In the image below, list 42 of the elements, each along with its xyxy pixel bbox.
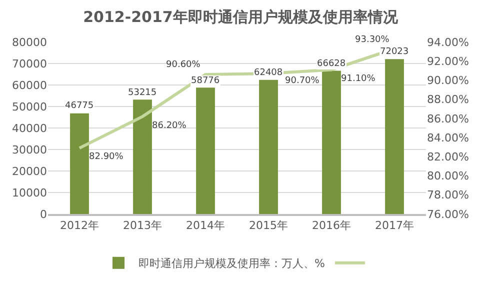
legend-label: 即时通信用户规模及使用率：万人、% xyxy=(138,257,325,270)
y-tick-label: 50000 xyxy=(12,100,47,114)
data-label: 46775 xyxy=(65,101,94,111)
y-tick-label: 10000 xyxy=(12,186,47,200)
y2-tick-label: 78.00% xyxy=(427,188,469,202)
y2-tick-label: 90.00% xyxy=(427,74,469,88)
bar xyxy=(133,100,152,214)
x-tick-label: 2016年 xyxy=(312,218,351,232)
y-tick-label: 60000 xyxy=(12,78,47,92)
y2-tick-label: 86.00% xyxy=(427,112,469,126)
x-tick-label: 2012年 xyxy=(60,218,99,232)
data-label: 53215 xyxy=(128,88,157,98)
data-label: 91.10% xyxy=(341,74,376,84)
y2-tick-label: 76.00% xyxy=(427,208,469,221)
y2-tick-label: 94.00% xyxy=(427,36,469,49)
y-tick-label: 0 xyxy=(40,208,47,221)
bar xyxy=(196,88,215,214)
y-tick-label: 30000 xyxy=(12,143,47,156)
data-label: 82.90% xyxy=(89,152,124,162)
x-tick-label: 2015年 xyxy=(249,218,288,232)
data-label: 90.60% xyxy=(166,60,201,70)
y2-tick-label: 84.00% xyxy=(427,131,469,144)
y2-tick-label: 80.00% xyxy=(427,170,469,183)
bar xyxy=(385,59,404,214)
data-label: 86.20% xyxy=(152,121,187,131)
y-tick-label: 40000 xyxy=(12,122,47,135)
data-label: 93.30% xyxy=(355,35,390,45)
bar xyxy=(70,113,89,214)
bar xyxy=(259,80,278,214)
data-label: 90.70% xyxy=(285,76,320,86)
data-label: 66628 xyxy=(317,59,346,69)
y-tick-label: 20000 xyxy=(12,164,47,178)
data-label: 58776 xyxy=(191,76,220,86)
chart-title: 2012-2017年即时通信用户规模及使用率情况 xyxy=(83,8,399,26)
y-tick-label: 70000 xyxy=(12,57,47,70)
y-tick-label: 80000 xyxy=(12,36,47,49)
x-tick-label: 2013年 xyxy=(123,218,162,232)
y2-tick-label: 88.00% xyxy=(427,93,469,106)
y2-tick-label: 82.00% xyxy=(427,150,469,164)
y2-tick-label: 92.00% xyxy=(427,54,469,68)
x-tick-label: 2014年 xyxy=(186,218,225,232)
x-tick-label: 2017年 xyxy=(375,218,414,232)
